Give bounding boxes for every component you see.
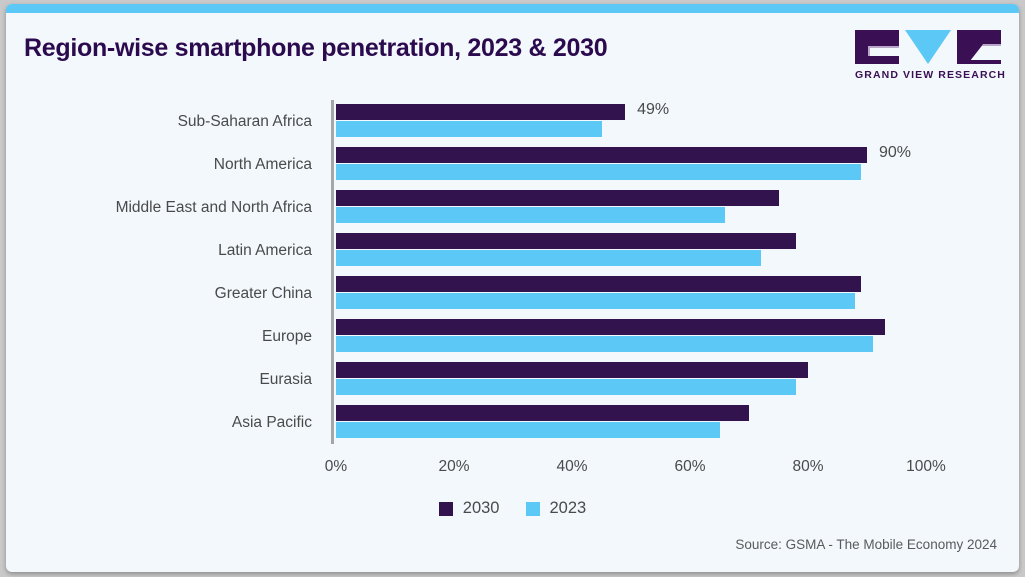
bar-rows: 49% 90%: [336, 100, 1019, 444]
value-axis-ticks: 0% 20% 40% 60% 80% 100%: [325, 448, 1019, 478]
value-axis-line: [331, 100, 334, 444]
bar-2030: [336, 233, 797, 249]
category-label: Asia Pacific: [231, 413, 312, 431]
chart-header: Region-wise smartphone penetration, 2023…: [6, 13, 1019, 91]
legend-item-2023[interactable]: 2023: [525, 499, 587, 518]
bar-2030: [336, 104, 626, 120]
bar-2030: [336, 319, 885, 335]
category-label: Latin America: [218, 241, 312, 259]
bar-2030: [336, 405, 749, 421]
category-axis-labels: Sub-Saharan Africa North America Middle Ea…: [6, 100, 324, 444]
bar-value-label: 49%: [637, 101, 670, 118]
x-axis-tick: 100%: [906, 458, 946, 475]
chart-card: Region-wise smartphone penetration, 2023…: [6, 4, 1019, 572]
logo-r-icon: [957, 30, 1001, 64]
bar-2030: [336, 190, 779, 206]
bar-row: [336, 358, 1019, 401]
bar-2023: [336, 379, 797, 395]
category-label: Eurasia: [259, 370, 312, 388]
bar-2023: [336, 422, 720, 438]
bar-row: 90%: [336, 143, 1019, 186]
x-axis-tick: 60%: [674, 458, 706, 475]
legend-item-2030[interactable]: 2030: [438, 499, 500, 518]
bar-2023: [336, 336, 873, 352]
bar-row: [336, 315, 1019, 358]
bar-2023: [336, 164, 862, 180]
logo-wordmark: GRAND VIEW RESEARCH: [855, 69, 1006, 81]
top-accent-bar: [6, 4, 1019, 13]
logo-g-icon: [855, 30, 899, 64]
x-axis-tick: 20%: [438, 458, 470, 475]
bar-row: [336, 272, 1019, 315]
x-axis-tick: 0%: [324, 458, 348, 475]
bar-row: [336, 186, 1019, 229]
legend-swatch-icon: [438, 501, 453, 516]
bar-2030: [336, 362, 808, 378]
bar-2023: [336, 121, 602, 137]
x-axis-tick: 80%: [792, 458, 824, 475]
legend-label: 2023: [549, 499, 587, 517]
bar-2030: [336, 276, 862, 292]
bar-2023: [336, 207, 726, 223]
logo-v-icon: [905, 30, 951, 64]
category-label: North America: [213, 155, 312, 173]
grand-view-research-logo: GRAND VIEW RESEARCH: [855, 30, 1006, 81]
bar-value-label: 90%: [879, 144, 912, 161]
category-label: Middle East and North Africa: [115, 198, 312, 216]
x-axis-tick: 40%: [556, 458, 588, 475]
legend-label: 2030: [462, 499, 500, 517]
category-label: Europe: [262, 327, 312, 345]
bar-row: [336, 229, 1019, 272]
bar-row: 49%: [336, 100, 1019, 143]
bar-row: [336, 401, 1019, 444]
category-label: Greater China: [214, 284, 312, 302]
chart-legend: 2030 2023: [6, 499, 1019, 518]
logo-marks: [855, 30, 1001, 64]
legend-swatch-icon: [525, 501, 540, 516]
bars-container: 49% 90%: [331, 100, 1019, 444]
category-label: Sub-Saharan Africa: [177, 112, 312, 130]
bar-2030: [336, 147, 867, 163]
bar-2023: [336, 293, 856, 309]
page-title: Region-wise smartphone penetration, 2023…: [24, 34, 608, 62]
bar-2023: [336, 250, 761, 266]
plot-area: Sub-Saharan Africa North America Middle Ea…: [6, 100, 1019, 475]
source-note: Source: GSMA - The Mobile Economy 2024: [735, 537, 997, 552]
